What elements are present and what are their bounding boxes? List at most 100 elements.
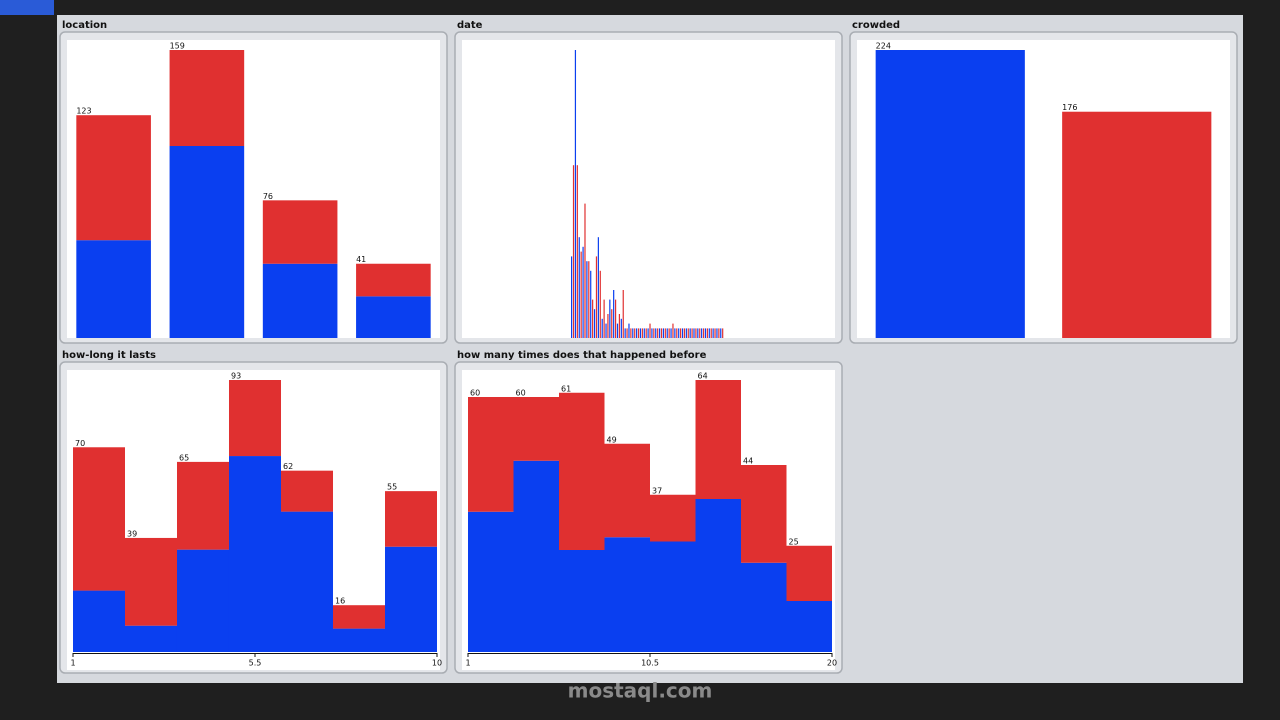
bar [645, 328, 647, 338]
histogram-segment [333, 605, 386, 629]
bar [576, 165, 578, 338]
bar [634, 328, 636, 338]
x-tick-label: 5.5 [249, 659, 262, 668]
plot-area [462, 40, 835, 338]
bar [722, 328, 724, 338]
bar [714, 328, 716, 338]
bar [710, 328, 712, 338]
histogram-segment [741, 562, 787, 652]
bar [701, 328, 703, 338]
value-label: 224 [876, 42, 891, 51]
value-label: 60 [470, 389, 480, 398]
bar-segment [169, 146, 245, 338]
bar [668, 328, 670, 338]
histogram-segment [741, 465, 787, 563]
bar [605, 323, 607, 338]
watermark: mostaql.com [568, 679, 713, 703]
bar [647, 328, 649, 338]
bar [590, 270, 592, 338]
bar [607, 314, 609, 338]
bar [1062, 111, 1212, 338]
value-label: 60 [516, 389, 526, 398]
histogram-segment [228, 456, 282, 652]
bar [697, 328, 699, 338]
panel-title: crowded [852, 20, 900, 31]
bar [699, 328, 701, 338]
bar [601, 318, 603, 338]
bar [639, 328, 642, 338]
bar [658, 328, 661, 338]
bar [603, 299, 605, 338]
window-tab[interactable] [0, 0, 54, 15]
bar [657, 328, 659, 338]
bar [643, 328, 645, 338]
histogram-segment [650, 541, 696, 652]
bar [622, 290, 624, 338]
bar [674, 328, 676, 338]
bar [691, 328, 693, 338]
bar [689, 328, 691, 338]
bar [616, 323, 619, 338]
value-label: 55 [387, 483, 397, 492]
histogram-segment [695, 380, 741, 499]
value-label: 25 [789, 537, 799, 546]
bar [609, 299, 611, 338]
bar [649, 323, 651, 338]
bar-segment [262, 263, 338, 338]
bar [614, 299, 617, 338]
bar [653, 328, 655, 338]
bar [641, 328, 643, 338]
bar [704, 328, 707, 338]
histogram-segment [513, 397, 559, 461]
histogram-segment [73, 590, 125, 652]
bar [685, 328, 687, 338]
bar [666, 328, 668, 338]
bar-segment [169, 50, 245, 146]
histogram-segment [695, 499, 741, 652]
bar [611, 309, 613, 338]
bar [597, 237, 599, 338]
x-tick-label: 20 [827, 659, 837, 668]
histogram-segment [176, 461, 229, 550]
histogram-segment [786, 601, 832, 652]
histogram-segment [604, 537, 650, 652]
bar [693, 328, 695, 338]
x-tick-label: 1 [70, 659, 75, 668]
bar [599, 270, 601, 338]
bar [578, 237, 580, 338]
panel-title: how many times does that happened before [457, 350, 707, 361]
bar [712, 328, 714, 338]
histogram-segment [468, 397, 514, 512]
bar-segment [262, 200, 338, 264]
bar-segment [76, 115, 151, 241]
bar [572, 165, 575, 338]
value-label: 159 [170, 42, 185, 51]
histogram-segment [385, 546, 437, 652]
bar [595, 256, 598, 338]
value-label: 64 [698, 372, 708, 381]
histogram-segment [604, 443, 650, 538]
value-label: 44 [743, 457, 753, 466]
histogram-segment [468, 511, 514, 652]
x-tick-label: 10 [432, 659, 442, 668]
bar [626, 328, 628, 338]
bar [630, 328, 632, 338]
bar [695, 328, 697, 338]
bar [618, 314, 621, 338]
bar [586, 261, 588, 338]
bar [588, 261, 590, 338]
histogram-segment [228, 380, 282, 457]
histogram-segment [786, 545, 832, 601]
value-label: 16 [335, 597, 345, 606]
bar [637, 328, 640, 338]
value-label: 61 [561, 384, 571, 393]
value-label: 76 [263, 192, 273, 201]
bar [664, 328, 666, 338]
histogram-segment [176, 549, 229, 652]
histogram-segment [281, 511, 334, 652]
value-label: 123 [76, 107, 91, 116]
bar [670, 328, 672, 338]
value-label: 39 [127, 529, 137, 538]
bar [678, 328, 680, 338]
